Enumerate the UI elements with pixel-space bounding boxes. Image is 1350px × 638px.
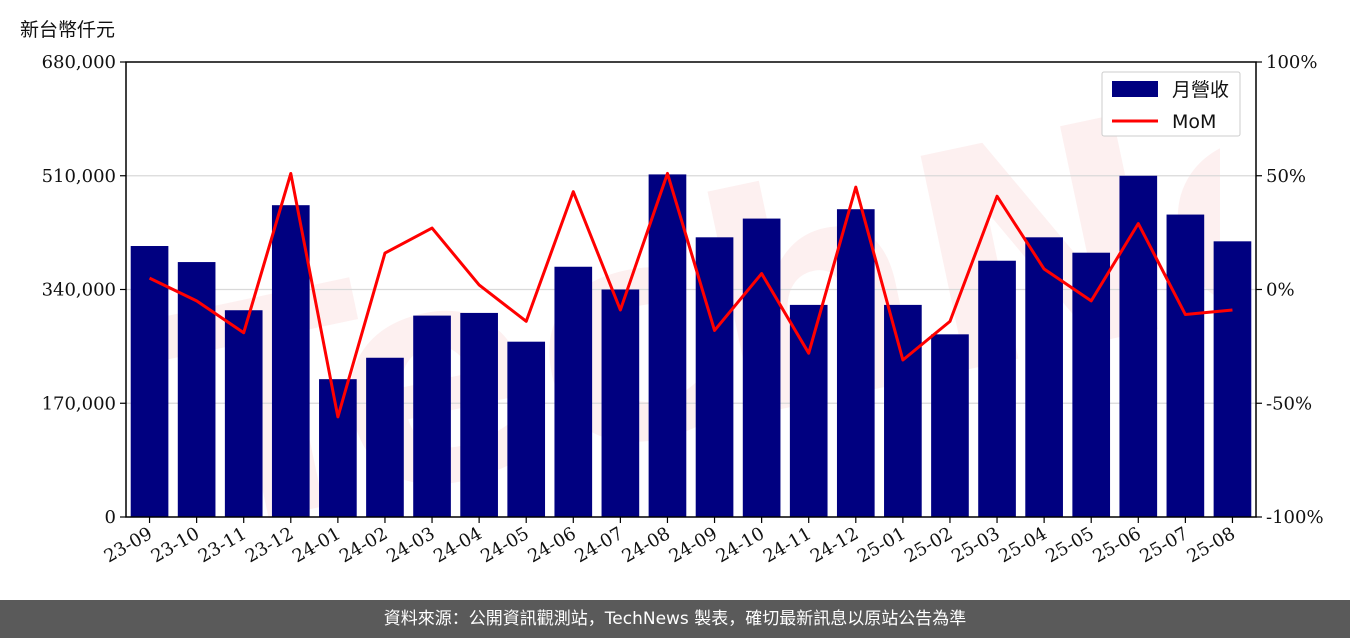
bar-24-05 — [507, 341, 546, 517]
y-left-tick-label: 510,000 — [42, 166, 116, 187]
bar-24-09 — [695, 237, 734, 517]
x-tick-label: 24-12 — [807, 523, 862, 567]
x-tick-label: 23-11 — [195, 523, 250, 567]
x-tick-label: 24-11 — [760, 523, 815, 567]
x-tick-label: 23-10 — [148, 523, 203, 567]
x-tick-label: 25-02 — [901, 523, 956, 567]
bar-25-06 — [1119, 175, 1158, 517]
legend-label-line: MoM — [1172, 111, 1216, 133]
bar-23-10 — [177, 262, 216, 517]
bar-24-10 — [742, 218, 781, 517]
bar-25-01 — [884, 304, 922, 517]
bar-24-02 — [366, 357, 404, 517]
legend: 月營收 MoM — [1101, 71, 1241, 137]
x-tick-label: 24-09 — [666, 523, 721, 567]
x-tick-label: 23-12 — [242, 523, 297, 567]
x-tick-label: 25-04 — [995, 523, 1050, 567]
x-tick-label: 24-03 — [383, 523, 438, 567]
y-right-tick-label: -50% — [1266, 393, 1312, 414]
x-tick-label: 24-04 — [430, 523, 485, 567]
y-axis-unit-label: 新台幣仟元 — [20, 19, 116, 41]
legend-swatch-bar — [1112, 81, 1158, 97]
bar-24-03 — [413, 315, 451, 517]
bar-25-02 — [931, 334, 969, 517]
x-tick-label: 25-06 — [1089, 523, 1144, 567]
x-tick-label: 24-01 — [289, 523, 344, 567]
bar-24-04 — [460, 312, 498, 517]
y-left-tick-label: 340,000 — [42, 280, 116, 301]
chart: 0 170,000 340,000 510,000 680,000 -100% -50% 0%… — [42, 52, 1324, 567]
x-tick-label: 25-01 — [854, 523, 909, 567]
bar-24-08 — [648, 174, 687, 518]
x-tick-label: 25-07 — [1136, 523, 1191, 567]
x-tick-label: 23-09 — [101, 523, 156, 567]
y-right-tick-label: -100% — [1266, 507, 1324, 528]
x-tick-label: 24-10 — [713, 523, 768, 567]
bar-23-11 — [224, 310, 263, 517]
line-series — [148, 171, 1233, 419]
y-right-tick-label: 100% — [1266, 52, 1317, 73]
x-tick-label: 25-05 — [1042, 523, 1097, 567]
bar-series — [130, 174, 1252, 518]
bar-24-12 — [836, 209, 875, 518]
bar-25-03 — [978, 260, 1016, 517]
x-tick-label: 24-07 — [571, 523, 626, 567]
legend-label-bar: 月營收 — [1172, 79, 1229, 101]
y-left-tick-label: 170,000 — [42, 393, 116, 414]
bar-23-12 — [271, 205, 310, 518]
bar-24-06 — [554, 266, 593, 517]
bar-24-07 — [601, 289, 640, 517]
mom-line — [148, 171, 1233, 419]
x-tick-label: 24-05 — [477, 523, 532, 567]
y-right-tick-label: 50% — [1266, 166, 1306, 187]
x-tick-label: 24-08 — [619, 523, 674, 567]
x-tick-label: 25-08 — [1184, 523, 1239, 567]
bar-25-07 — [1166, 214, 1205, 517]
bar-25-04 — [1025, 237, 1063, 517]
y-left-tick-label: 680,000 — [42, 52, 116, 73]
bar-25-08 — [1213, 241, 1252, 517]
y-right-tick-label: 0% — [1266, 280, 1295, 301]
source-footer: 資料來源：公開資訊觀測站，TechNews 製表，確切最新訊息以原站公告為準 — [0, 600, 1350, 638]
x-tick-label: 25-03 — [948, 523, 1003, 567]
bar-24-11 — [789, 304, 828, 517]
bar-25-05 — [1072, 252, 1111, 517]
x-tick-label: 24-02 — [336, 523, 391, 567]
x-tick-label: 24-06 — [524, 523, 579, 567]
y-left-tick-label: 0 — [105, 507, 116, 528]
bar-24-01 — [319, 379, 357, 517]
bar-23-09 — [130, 246, 169, 517]
